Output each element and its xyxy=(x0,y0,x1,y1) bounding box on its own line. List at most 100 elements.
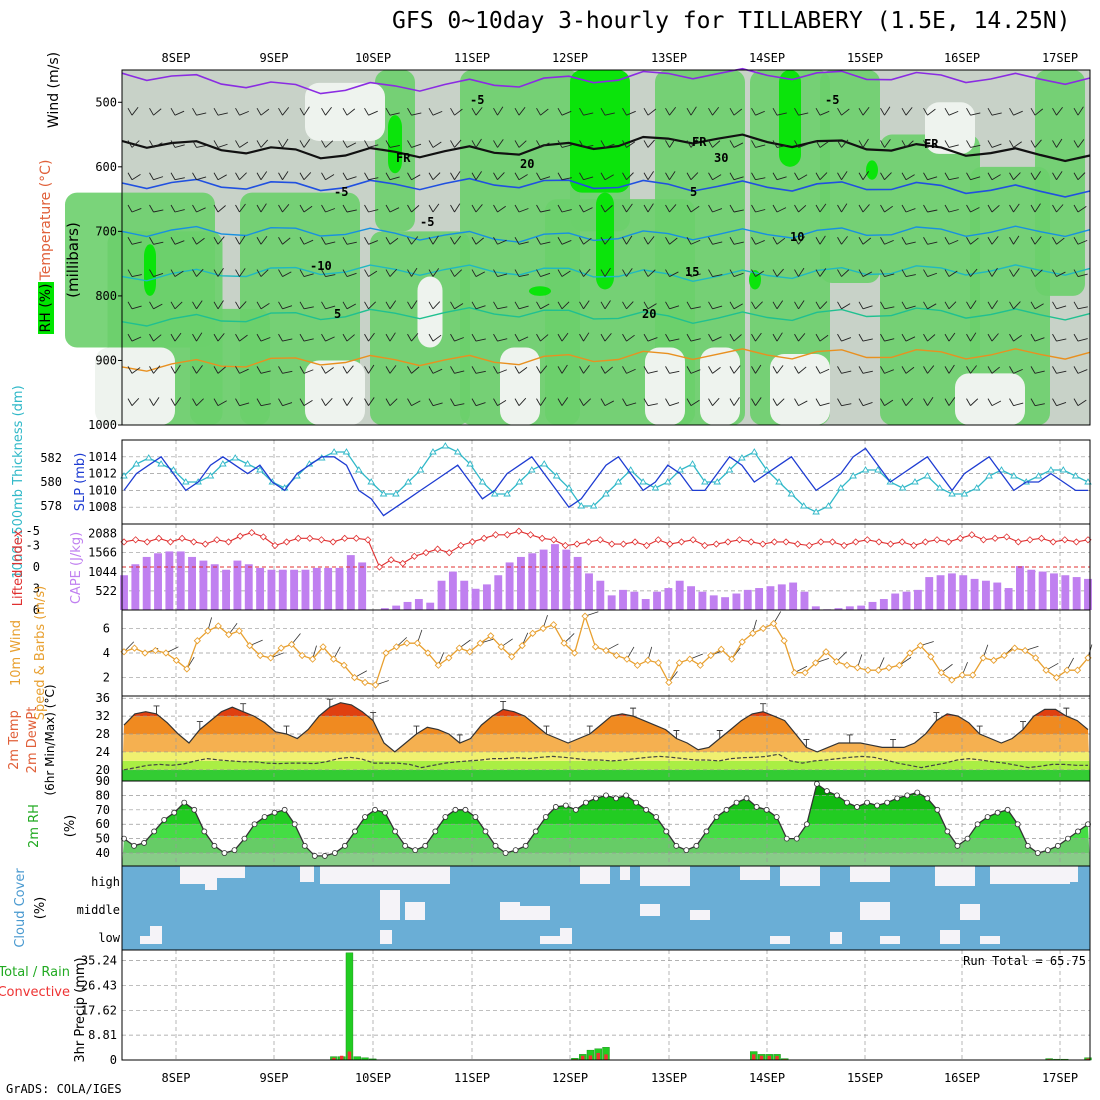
wind-barb xyxy=(923,396,934,406)
wind-barb xyxy=(192,398,204,406)
wind-barb xyxy=(1009,235,1020,245)
thickness-point xyxy=(231,454,240,461)
wind-barb xyxy=(407,267,418,277)
cape-bar xyxy=(505,562,514,610)
wind-barb xyxy=(450,236,461,245)
wind-barb xyxy=(966,332,977,342)
wind-barb xyxy=(235,398,250,407)
thickness-point xyxy=(713,478,722,485)
wind-barb xyxy=(987,300,998,310)
wind10-point xyxy=(602,646,610,655)
minmax-bar xyxy=(153,705,160,714)
li-point xyxy=(178,534,186,542)
li-point xyxy=(968,531,976,539)
cape-bar xyxy=(517,556,525,610)
wind-barb xyxy=(622,268,633,277)
rh2m-point xyxy=(713,814,720,820)
cape-bar xyxy=(562,549,571,610)
wind-barb xyxy=(944,204,959,213)
wind10-point xyxy=(476,639,484,647)
isotherm-label: -5 xyxy=(825,93,839,107)
wind-barb xyxy=(944,237,959,245)
wind-barb xyxy=(149,204,164,213)
rh-region xyxy=(866,160,878,180)
cloud-gap xyxy=(380,930,392,944)
wind-barb xyxy=(342,237,357,245)
wind-barb xyxy=(235,172,247,181)
wind-barb xyxy=(256,171,268,180)
wind-barb xyxy=(579,140,594,148)
wind-barb xyxy=(751,397,762,406)
wind-barb xyxy=(428,107,443,116)
li-point xyxy=(155,534,163,542)
rh-band xyxy=(122,824,1090,839)
rh2m-point xyxy=(763,806,770,813)
temp-band xyxy=(122,760,1090,770)
wind-barb xyxy=(149,237,164,245)
wind-barb xyxy=(299,333,314,342)
wind-barb xyxy=(192,300,203,310)
wind-barb xyxy=(772,332,783,342)
wind-barb xyxy=(1030,171,1041,180)
wind-barb xyxy=(342,140,357,148)
thickness-ytick: 582 xyxy=(40,451,62,465)
wind-barb xyxy=(299,301,314,310)
wind10-point xyxy=(141,649,149,657)
wind-barb xyxy=(170,269,184,277)
wind-barb xyxy=(1052,269,1066,277)
wind-barb xyxy=(1052,366,1067,374)
li-point xyxy=(445,549,453,557)
wind10-point xyxy=(424,649,432,657)
wind10-point xyxy=(518,641,526,650)
thickness-point xyxy=(1047,466,1055,473)
li-point xyxy=(875,538,883,546)
wind-barb xyxy=(428,203,440,213)
cape-bar xyxy=(380,608,389,610)
wind-barb xyxy=(321,398,333,406)
thickness-point xyxy=(824,502,833,509)
wind-barb xyxy=(858,333,873,342)
wind-barb xyxy=(127,172,141,181)
thickness-point xyxy=(515,478,524,485)
rh2m-point xyxy=(181,799,188,806)
wind-barb xyxy=(428,398,443,407)
wind-barb xyxy=(966,237,979,245)
rh2m-point xyxy=(442,814,449,820)
cape-bar xyxy=(913,589,922,610)
dry-region xyxy=(770,354,830,425)
wind-barb xyxy=(385,332,396,342)
cape-bar xyxy=(664,588,673,610)
rh2m-point xyxy=(613,795,619,802)
wind-barb xyxy=(342,301,357,310)
cape-bar xyxy=(891,593,900,610)
wind-barb xyxy=(622,172,634,181)
li-point xyxy=(863,536,871,544)
rh2m-point xyxy=(834,792,840,799)
cloud-gap xyxy=(360,866,380,878)
rh2m-point xyxy=(141,840,147,846)
rh2m-point xyxy=(301,842,308,849)
temp-ytick: 36 xyxy=(96,691,110,705)
li-point xyxy=(933,536,941,544)
minmax-bar xyxy=(976,725,983,735)
wind10-point xyxy=(319,643,327,651)
rh2m-point xyxy=(1065,835,1071,842)
wind-barb xyxy=(256,139,269,148)
wind-barb xyxy=(1073,333,1088,342)
wind10-point xyxy=(644,656,652,665)
cape-bar xyxy=(868,601,877,610)
wind-barb xyxy=(708,397,720,406)
wind-barb xyxy=(966,107,981,116)
wind-barb xyxy=(815,107,830,116)
wind-barb xyxy=(686,106,697,116)
wind-barb xyxy=(901,397,914,406)
wind-barb xyxy=(1009,203,1020,213)
precip-convective-bar xyxy=(767,1055,772,1060)
li-ytick: -5 xyxy=(26,524,40,538)
wind-barb xyxy=(1052,333,1067,342)
li-point xyxy=(596,536,604,544)
rh2m-point xyxy=(291,821,298,828)
wind-barb xyxy=(514,204,529,213)
wind10-point xyxy=(927,653,935,661)
x-label-top: 13SEP xyxy=(651,51,687,65)
